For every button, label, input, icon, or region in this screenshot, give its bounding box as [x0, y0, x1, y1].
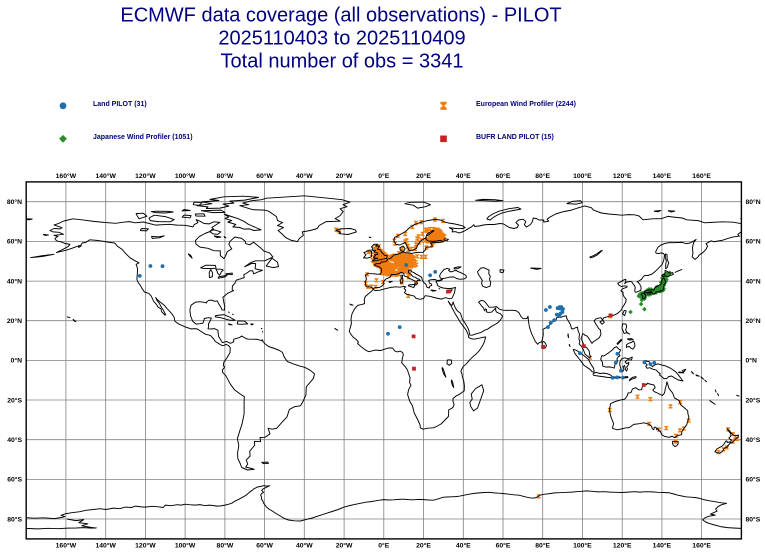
svg-text:40°N: 40°N — [7, 277, 22, 285]
svg-text:40°W: 40°W — [296, 172, 313, 180]
svg-text:2025110403 to 2025110409: 2025110403 to 2025110409 — [218, 28, 465, 50]
svg-text:160°W: 160°W — [56, 172, 77, 180]
svg-text:160°W: 160°W — [56, 542, 77, 550]
svg-text:Japanese Wind Profiler (1051): Japanese Wind Profiler (1051) — [93, 134, 193, 141]
svg-text:40°E: 40°E — [456, 172, 471, 180]
svg-text:0°E: 0°E — [378, 172, 389, 180]
svg-text:20°N: 20°N — [7, 317, 22, 325]
svg-text:80°S: 80°S — [7, 515, 22, 523]
svg-text:20°S: 20°S — [746, 396, 761, 404]
svg-text:60°E: 60°E — [496, 172, 511, 180]
svg-text:80°W: 80°W — [217, 172, 234, 180]
svg-text:20°E: 20°E — [416, 172, 431, 180]
svg-text:120°E: 120°E — [613, 542, 632, 550]
svg-text:60°E: 60°E — [496, 542, 511, 550]
svg-text:60°W: 60°W — [256, 172, 273, 180]
svg-text:80°E: 80°E — [535, 542, 550, 550]
svg-text:140°E: 140°E — [653, 542, 672, 550]
svg-text:European Wind Profiler (2244): European Wind Profiler (2244) — [476, 101, 576, 108]
svg-text:0°N: 0°N — [11, 357, 22, 365]
svg-text:40°S: 40°S — [746, 436, 761, 444]
svg-text:60°W: 60°W — [256, 542, 273, 550]
svg-text:80°S: 80°S — [746, 515, 761, 523]
svg-text:160°E: 160°E — [692, 172, 711, 180]
svg-text:140°W: 140°W — [95, 172, 116, 180]
svg-text:20°N: 20°N — [746, 317, 761, 325]
svg-text:40°E: 40°E — [456, 542, 471, 550]
svg-text:0°E: 0°E — [378, 542, 389, 550]
svg-text:100°E: 100°E — [573, 172, 592, 180]
svg-text:60°S: 60°S — [746, 476, 761, 484]
svg-text:20°W: 20°W — [336, 172, 353, 180]
svg-text:20°E: 20°E — [416, 542, 431, 550]
svg-text:60°N: 60°N — [746, 238, 761, 246]
svg-text:60°S: 60°S — [7, 476, 22, 484]
svg-text:Total number of obs = 3341: Total number of obs = 3341 — [221, 51, 464, 73]
svg-text:40°N: 40°N — [746, 277, 761, 285]
svg-text:140°W: 140°W — [95, 542, 116, 550]
svg-text:140°E: 140°E — [653, 172, 672, 180]
svg-text:ECMWF data coverage (all obser: ECMWF data coverage (all observations) -… — [120, 5, 561, 27]
svg-text:BUFR LAND PILOT (15): BUFR LAND PILOT (15) — [476, 134, 554, 141]
svg-text:160°E: 160°E — [692, 542, 711, 550]
svg-text:100°E: 100°E — [573, 542, 592, 550]
svg-text:80°N: 80°N — [746, 198, 761, 206]
svg-text:100°W: 100°W — [175, 542, 196, 550]
svg-text:120°W: 120°W — [135, 542, 156, 550]
svg-text:40°S: 40°S — [7, 436, 22, 444]
svg-text:20°S: 20°S — [7, 396, 22, 404]
svg-text:80°W: 80°W — [217, 542, 234, 550]
svg-text:Land PILOT (31): Land PILOT (31) — [93, 101, 147, 108]
svg-text:100°W: 100°W — [175, 172, 196, 180]
svg-text:60°N: 60°N — [7, 238, 22, 246]
svg-text:120°W: 120°W — [135, 172, 156, 180]
svg-text:20°W: 20°W — [336, 542, 353, 550]
svg-text:80°N: 80°N — [7, 198, 22, 206]
svg-text:80°E: 80°E — [535, 172, 550, 180]
svg-text:0°N: 0°N — [746, 357, 757, 365]
svg-text:40°W: 40°W — [296, 542, 313, 550]
svg-text:120°E: 120°E — [613, 172, 632, 180]
